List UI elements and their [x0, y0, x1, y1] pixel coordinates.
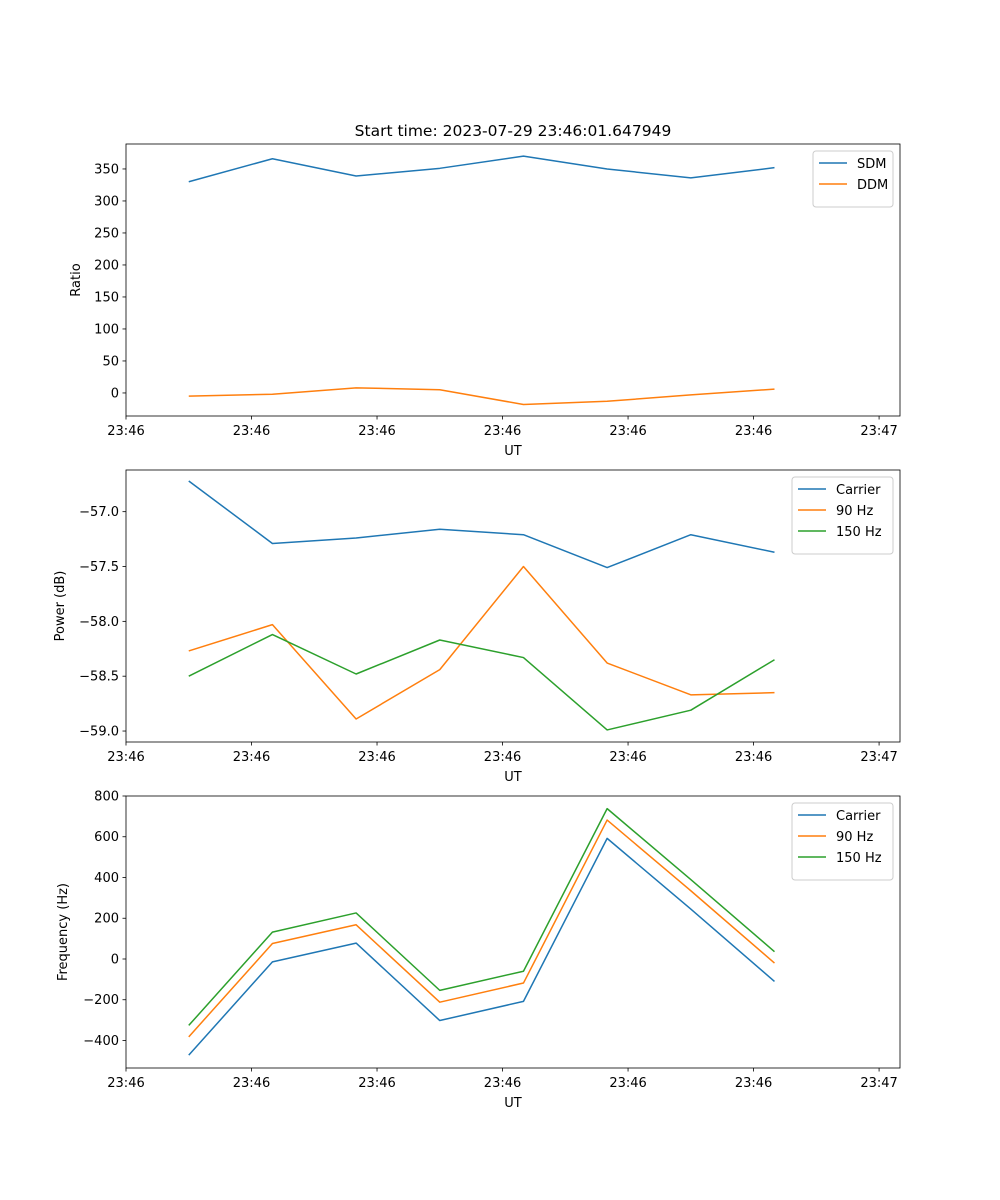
power-y-tick-label: −58.0: [79, 615, 119, 630]
power-series-carrier-line: [188, 480, 775, 569]
ratio-x-tick-label: 23:46: [107, 424, 144, 439]
ratio-legend-box: [812, 150, 894, 208]
power-legend: Carrier 90 Hz 150 Hz: [791, 476, 894, 555]
frequency-y-tick-label: 800: [94, 790, 119, 805]
ratio-y-tick-label: 200: [94, 258, 119, 273]
frequency-x-axis-label: UT: [504, 1096, 522, 1111]
ratio-y-tick-label: 350: [94, 162, 119, 177]
frequency-legend-box: [791, 802, 894, 881]
frequency-y-tick-label: 600: [94, 830, 119, 845]
power-axes-frame: [125, 469, 901, 743]
ratio-series-ddm-line: [188, 387, 775, 406]
frequency-series-carrier-line: [188, 837, 775, 1056]
power-legend-box: [791, 476, 894, 555]
power-x-tick-label: 23:46: [358, 750, 395, 765]
ratio-y-tick-label: 50: [102, 354, 119, 369]
power-x-axis-label: UT: [504, 770, 522, 785]
ratio-y-tick-label: 300: [94, 194, 119, 209]
frequency-series-150-hz-line: [188, 807, 775, 1026]
ratio-y-tick-label: 250: [94, 226, 119, 241]
frequency-x-tick-label: 23:46: [358, 1076, 395, 1091]
power-legend-label-90-hz: 90 Hz: [836, 504, 873, 519]
frequency-x-tick-label: 23:46: [609, 1076, 646, 1091]
power-y-tick-label: −59.0: [79, 725, 119, 740]
power-legend-label-carrier: Carrier: [836, 483, 881, 498]
ratio-y-tick-label: 0: [111, 386, 119, 401]
power-x-tick-label: 23:46: [107, 750, 144, 765]
power-subplot: 23:46 23:46 23:46 23:46 23:46 23:46 23:47 −59.0…: [53, 469, 901, 785]
power-x-tick-label: 23:47: [860, 750, 897, 765]
ratio-x-axis-label: UT: [504, 444, 522, 459]
ratio-axes-frame: [125, 143, 901, 417]
frequency-y-tick-label: −200: [83, 993, 119, 1008]
power-x-tick-label: 23:46: [233, 750, 270, 765]
figure-title: Start time: 2023-07-29 23:46:01.647949: [355, 122, 672, 140]
frequency-subplot: 23:46 23:46 23:46 23:46 23:46 23:46 23:47 −400 −…: [56, 790, 901, 1111]
ratio-x-tick-label: 23:46: [233, 424, 270, 439]
frequency-x-tick-label: 23:46: [484, 1076, 521, 1091]
frequency-y-tick-label: 0: [111, 952, 119, 967]
ratio-legend-label-sdm: SDM: [857, 157, 886, 172]
frequency-legend: Carrier 90 Hz 150 Hz: [791, 802, 894, 881]
frequency-axes-frame: [125, 795, 901, 1069]
ratio-y-tick-label: 100: [94, 322, 119, 337]
frequency-x-tick-label: 23:46: [107, 1076, 144, 1091]
frequency-legend-label-90-hz: 90 Hz: [836, 830, 873, 845]
power-y-axis-label: Power (dB): [53, 571, 68, 642]
power-series-150-hz-line: [188, 633, 775, 731]
frequency-y-tick-label: 400: [94, 871, 119, 886]
frequency-series-90-hz-line: [188, 819, 775, 1038]
frequency-legend-label-carrier: Carrier: [836, 809, 881, 824]
ratio-x-tick-label: 23:46: [484, 424, 521, 439]
power-x-tick-label: 23:46: [609, 750, 646, 765]
frequency-y-axis-label: Frequency (Hz): [56, 883, 71, 981]
frequency-x-tick-label: 23:46: [233, 1076, 270, 1091]
ratio-x-tick-label: 23:46: [735, 424, 772, 439]
ratio-legend: SDM DDM: [812, 150, 894, 208]
power-x-tick-label: 23:46: [484, 750, 521, 765]
power-legend-label-150-hz: 150 Hz: [836, 525, 882, 540]
ratio-series-sdm-line: [188, 155, 775, 183]
frequency-x-tick-label: 23:47: [860, 1076, 897, 1091]
ratio-x-tick-label: 23:46: [609, 424, 646, 439]
ratio-subplot: 23:46 23:46 23:46 23:46 23:46 23:46 23:47 0 50 10…: [69, 143, 901, 459]
ratio-y-tick-label: 150: [94, 290, 119, 305]
ratio-x-tick-label: 23:47: [860, 424, 897, 439]
frequency-y-tick-label: 200: [94, 912, 119, 927]
ratio-legend-label-ddm: DDM: [857, 178, 888, 193]
ratio-y-axis-label: Ratio: [69, 263, 84, 296]
frequency-legend-label-150-hz: 150 Hz: [836, 851, 882, 866]
power-y-tick-label: −57.0: [79, 505, 119, 520]
frequency-x-tick-label: 23:46: [735, 1076, 772, 1091]
ratio-x-tick-label: 23:46: [358, 424, 395, 439]
power-x-tick-label: 23:46: [735, 750, 772, 765]
power-y-tick-label: −57.5: [79, 560, 119, 575]
frequency-y-tick-label: −400: [83, 1034, 119, 1049]
power-y-tick-label: −58.5: [79, 670, 119, 685]
